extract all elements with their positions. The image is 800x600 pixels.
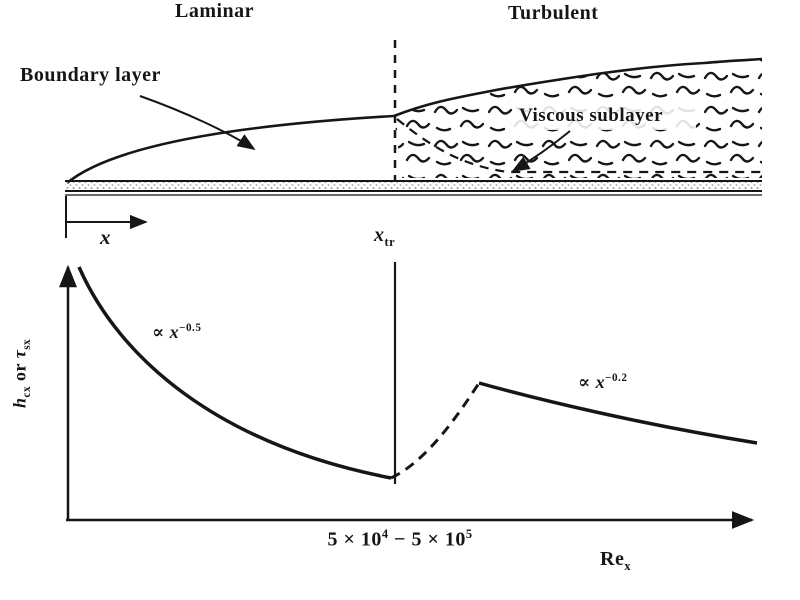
x-axis-label-top: x xyxy=(100,225,111,249)
viscous-sublayer-label: Viscous sublayer xyxy=(519,105,664,126)
range-sup2: 5 xyxy=(465,527,473,541)
xtr-base: x xyxy=(374,224,385,246)
turbulent-edge xyxy=(393,57,763,118)
y-label-tau-sub: sx xyxy=(21,338,34,350)
laminar-exp-sup: −0.5 xyxy=(179,322,202,334)
y-axis-label: hcx or τsx xyxy=(9,293,34,453)
y-label-or: or xyxy=(9,358,30,386)
laminar-label: Laminar xyxy=(175,0,255,22)
xtr-label: xtr xyxy=(374,224,395,250)
turbulent-exp-sup: −0.2 xyxy=(605,372,628,384)
viscous-sublayer-boundary xyxy=(396,118,762,174)
rex-base: Re xyxy=(600,548,625,570)
turbulent-label: Turbulent xyxy=(508,2,599,24)
laminar-curve xyxy=(77,266,392,480)
laminar-boundary-curve xyxy=(66,114,395,185)
range-sup1: 4 xyxy=(381,527,389,541)
range-p2: − 5 × 10 xyxy=(388,528,466,551)
boundary-layer-label: Boundary layer xyxy=(20,64,161,86)
viscous-sublayer-pointer-arrow xyxy=(511,130,571,172)
xtr-sub: tr xyxy=(384,235,396,249)
laminar-exponent-label: ∝ x−0.5 xyxy=(152,322,201,343)
y-label-h: h xyxy=(9,397,30,409)
plate-stipple-band xyxy=(65,182,762,191)
turbulent-exp-base: ∝ x xyxy=(578,372,606,392)
y-label-h-sub: cx xyxy=(21,385,34,398)
boundary-layer-pointer-arrow xyxy=(139,95,256,150)
turbulent-curve xyxy=(478,381,758,445)
laminar-exp-base: ∝ x xyxy=(152,322,180,342)
y-label-tau: τ xyxy=(9,349,30,359)
rex-label: Rex xyxy=(600,548,631,574)
turbulent-exponent-label: ∝ x−0.2 xyxy=(578,372,627,393)
transition-curve-dashed xyxy=(390,382,481,480)
range-p1: 5 × 10 xyxy=(327,528,382,551)
rex-sub: x xyxy=(624,559,632,573)
transition-range-label: 5 × 104 − 5 × 105 xyxy=(280,527,520,551)
viscous-label-backing xyxy=(514,104,696,130)
